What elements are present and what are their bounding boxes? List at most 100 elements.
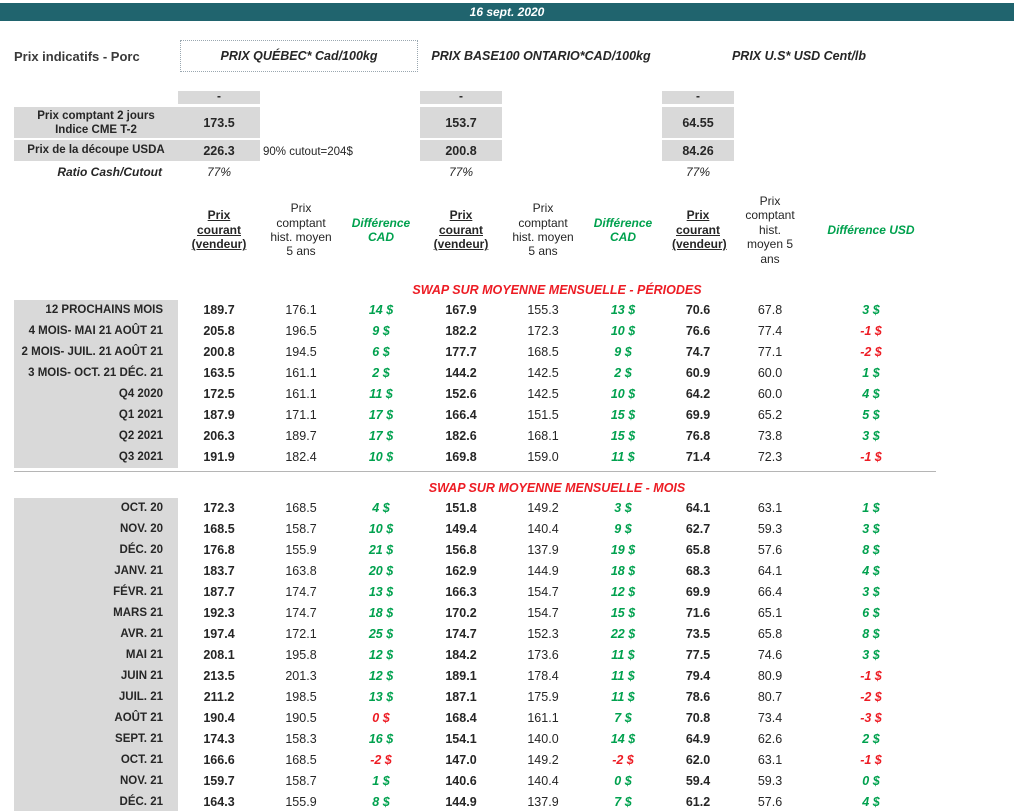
us-diff-cell: -1 $ xyxy=(860,323,882,338)
on-current-cell: 189.1 xyxy=(445,668,477,683)
spot-cme-label-line2: Indice CME T-2 xyxy=(55,123,137,136)
qc-diff-cell: 0 $ xyxy=(372,710,390,725)
on-current-header: Prix courant (vendeur) xyxy=(433,208,489,252)
on-hist-cell: 172.3 xyxy=(527,323,559,338)
on-hist-cell: 173.6 xyxy=(527,647,559,662)
qc-diff-cell: 13 $ xyxy=(368,689,394,704)
qc-diff-cell: 17 $ xyxy=(368,428,394,443)
us-diff-cell: 3 $ xyxy=(862,521,880,536)
qc-current-cell: 172.3 xyxy=(203,500,235,515)
row-label: NOV. 21 xyxy=(14,770,178,792)
us-hist-cell: 63.1 xyxy=(757,500,783,515)
qc-hist-cell: 155.9 xyxy=(285,794,317,809)
qc-diff-cell: 16 $ xyxy=(368,731,394,746)
us-hist-cell: 57.6 xyxy=(757,794,783,809)
us-current-cell: 64.1 xyxy=(685,500,711,515)
on-diff-cell: 11 $ xyxy=(611,689,635,704)
us-diff-cell: 1 $ xyxy=(862,500,880,515)
qc-hist-cell: 161.1 xyxy=(285,365,317,380)
us-diff-cell: 2 $ xyxy=(862,731,880,746)
qc-current-cell: 159.7 xyxy=(203,773,235,788)
on-current-cell: 140.6 xyxy=(445,773,477,788)
us-current-cell: 68.3 xyxy=(685,563,711,578)
us-diff-cell: -1 $ xyxy=(860,752,882,767)
qc-diff-cell: 12 $ xyxy=(368,647,394,662)
qc-current-cell: 183.7 xyxy=(203,563,235,578)
qc-diff-header: Différence CAD xyxy=(351,215,411,244)
us-diff-cell: 3 $ xyxy=(862,647,880,662)
qc-diff-cell: 18 $ xyxy=(368,605,394,620)
qc-hist-cell: 190.5 xyxy=(285,710,317,725)
us-hist-cell: 74.6 xyxy=(757,647,783,662)
qc-diff-cell: 4 $ xyxy=(372,500,390,515)
qc-hist-cell: 196.5 xyxy=(285,323,317,338)
qc-current-cell: 163.5 xyxy=(203,365,235,380)
spot-cutout-label: Prix de la découpe USDA xyxy=(14,140,178,161)
on-diff-cell: 15 $ xyxy=(610,428,636,443)
qc-hist-cell: 158.3 xyxy=(285,731,317,746)
on-diff-cell: 11 $ xyxy=(611,449,635,464)
us-diff-cell: 4 $ xyxy=(862,794,880,809)
spot-cme-label-line1: Prix comptant 2 jours xyxy=(37,109,155,122)
spot-cme-quebec: 173.5 xyxy=(178,107,260,138)
qc-hist-cell: 201.3 xyxy=(285,668,317,683)
us-diff-cell: -1 $ xyxy=(860,668,882,683)
us-diff-cell: -2 $ xyxy=(860,689,882,704)
on-current-cell: 177.7 xyxy=(445,344,477,359)
us-diff-cell: -2 $ xyxy=(860,344,882,359)
qc-current-cell: 205.8 xyxy=(203,323,235,338)
us-current-cell: 73.5 xyxy=(685,626,711,641)
us-hist-cell: 64.1 xyxy=(757,563,783,578)
us-current-cell: 64.9 xyxy=(685,731,711,746)
on-diff-cell: 0 $ xyxy=(614,773,632,788)
row-label: Q1 2021 xyxy=(14,404,178,426)
on-current-cell: 182.2 xyxy=(445,323,477,338)
section-divider xyxy=(14,470,936,478)
us-current-cell: 70.6 xyxy=(685,302,711,317)
qc-diff-cell: 11 $ xyxy=(369,386,393,401)
us-current-cell: 71.6 xyxy=(685,605,711,620)
spot-cme-ontario: 153.7 xyxy=(420,107,502,138)
spot-cme-us: 64.55 xyxy=(662,107,734,138)
us-hist-cell: 73.8 xyxy=(757,428,783,443)
row-label: JANV. 21 xyxy=(14,560,178,582)
section-title: SWAP SUR MOYENNE MENSUELLE - MOIS xyxy=(428,480,686,495)
us-hist-cell: 66.4 xyxy=(757,584,783,599)
us-hist-cell: 73.4 xyxy=(757,710,783,725)
price-sheet: Prix indicatifs - Porc PRIX QUÉBEC* Cad/… xyxy=(14,21,1024,811)
on-hist-cell: 168.5 xyxy=(527,344,559,359)
on-diff-cell: 10 $ xyxy=(610,386,636,401)
qc-current-cell: 187.9 xyxy=(203,407,235,422)
ratio-ontario: 77% xyxy=(448,165,474,179)
row-label: MARS 21 xyxy=(14,602,178,624)
qc-diff-cell: 14 $ xyxy=(368,302,394,317)
qc-hist-cell: 158.7 xyxy=(285,773,317,788)
on-diff-cell: 18 $ xyxy=(610,563,636,578)
on-diff-header: Différence CAD xyxy=(593,215,653,244)
us-diff-header: Différence USD xyxy=(827,222,915,237)
on-hist-cell: 155.3 xyxy=(527,302,559,317)
on-hist-cell: 175.9 xyxy=(527,689,559,704)
us-hist-cell: 65.8 xyxy=(757,626,783,641)
qc-current-cell: 211.2 xyxy=(203,689,235,704)
qc-diff-cell: 9 $ xyxy=(372,323,390,338)
row-label: JUIL. 21 xyxy=(14,686,178,708)
qc-hist-cell: 176.1 xyxy=(285,302,317,317)
us-current-cell: 70.8 xyxy=(685,710,711,725)
on-current-cell: 154.1 xyxy=(445,731,477,746)
qc-hist-cell: 171.1 xyxy=(285,407,317,422)
on-hist-cell: 149.2 xyxy=(527,500,559,515)
us-current-cell: 77.5 xyxy=(685,647,711,662)
us-current-cell: 64.2 xyxy=(685,386,711,401)
us-diff-cell: 4 $ xyxy=(862,386,880,401)
us-diff-cell: 6 $ xyxy=(862,605,880,620)
on-hist-cell: 142.5 xyxy=(527,365,559,380)
on-diff-cell: 13 $ xyxy=(610,302,636,317)
qc-current-cell: 172.5 xyxy=(203,386,235,401)
on-current-cell: 170.2 xyxy=(445,605,477,620)
on-current-cell: 149.4 xyxy=(445,521,477,536)
group-title-quebec: PRIX QUÉBEC* Cad/100kg xyxy=(180,40,418,72)
qc-current-cell: 189.7 xyxy=(203,302,235,317)
row-label: Q4 2020 xyxy=(14,383,178,405)
us-current-cell: 59.4 xyxy=(685,773,711,788)
